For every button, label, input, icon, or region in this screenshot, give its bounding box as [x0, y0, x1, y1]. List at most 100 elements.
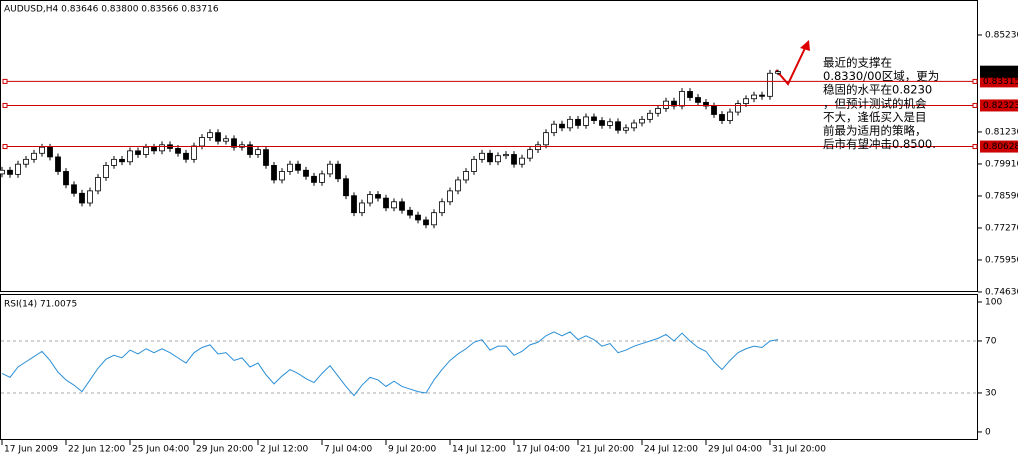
candle-body [439, 201, 445, 214]
candle-body [535, 144, 541, 151]
candle-body [263, 149, 269, 166]
candle-body [207, 132, 213, 138]
candle-body [639, 118, 645, 124]
annotation-line: 不大，逢低买入是目 [823, 110, 927, 124]
candle-body [79, 192, 85, 204]
candle-body [767, 72, 773, 97]
candle-body [575, 118, 581, 126]
level-handle [2, 78, 8, 84]
candle-body [431, 212, 437, 226]
x-tick-label: 31 Jul 20:00 [772, 445, 826, 455]
candle-body [199, 137, 205, 147]
rsi-panel-frame [0, 294, 978, 440]
x-tick-label: 9 Jul 20:00 [388, 445, 437, 455]
candle-body [47, 146, 53, 158]
candle-body [111, 158, 117, 166]
candle-body [215, 132, 221, 142]
annotation-line: 前最为适用的策略， [823, 124, 927, 138]
candle-body [759, 94, 765, 97]
level-handle [972, 144, 978, 150]
candle-body [719, 114, 725, 121]
candle-body [471, 158, 477, 172]
candle-body [623, 127, 629, 131]
candle-body [551, 123, 557, 134]
candle-body [455, 179, 461, 192]
level-label: 0.80628 [983, 142, 1018, 152]
candle-body [519, 157, 525, 165]
level-handle [972, 78, 978, 84]
annotation-line: 后市有望冲击0.8500. [823, 137, 936, 151]
candle-body [463, 171, 469, 181]
candle-body [711, 105, 717, 115]
x-tick-label: 14 Jul 12:00 [452, 445, 506, 455]
level-label-box [980, 75, 1018, 88]
candle-body [39, 146, 45, 154]
candle-body [447, 190, 453, 203]
annotation-line: 最近的支撑在 [823, 56, 892, 70]
x-tick-label: 7 Jul 04:00 [324, 445, 373, 455]
annotation-line: 0.8330/00区域，更为 [823, 69, 939, 83]
rsi-line [1, 331, 779, 397]
y-tick-label: 0 [985, 427, 991, 437]
candle-body [287, 163, 293, 172]
candle-body [119, 158, 125, 163]
candle-body [159, 144, 165, 152]
candle-body [71, 184, 77, 194]
current-price-label: 0.83716 [983, 67, 1018, 77]
candle-body [343, 178, 349, 197]
x-tick-label: 17 Jul 04:00 [516, 445, 570, 455]
candle-body [23, 158, 29, 165]
price-title: AUDUSD,H4 0.83646 0.83800 0.83566 0.8371… [4, 5, 219, 15]
candle-body [295, 163, 301, 171]
level-label-box [980, 99, 1018, 112]
candle-body [607, 121, 613, 126]
candle-body [247, 144, 253, 155]
y-tick-label: 100 [985, 297, 1002, 307]
candle-body [599, 120, 605, 126]
candle-body [15, 163, 21, 175]
candle-body [239, 144, 245, 148]
candle-body [55, 156, 61, 172]
x-tick-label: 24 Jul 12:00 [644, 445, 698, 455]
candle-body [63, 171, 69, 186]
candle-body [415, 214, 421, 221]
candle-body [255, 149, 261, 155]
level-label: 0.82323 [983, 101, 1018, 111]
y-tick-label: 30 [985, 388, 997, 398]
candle-body [407, 209, 413, 216]
candle-body [327, 163, 333, 175]
candle-body [559, 123, 565, 129]
candle-body [647, 112, 653, 120]
candle-body [95, 177, 101, 192]
level-label: 0.83315 [983, 77, 1018, 87]
candle-body [671, 100, 677, 107]
x-tick-label: 17 Jun 2009 [4, 445, 58, 455]
candle-body [655, 108, 661, 114]
candle-body [303, 169, 309, 177]
candle-body [503, 154, 509, 157]
candle-body [703, 101, 709, 107]
x-tick-label: 21 Jul 20:00 [580, 445, 634, 455]
candle-body [335, 163, 341, 180]
candle-body [191, 145, 197, 160]
candle-body [591, 116, 597, 121]
candle-body [359, 202, 365, 214]
candle-body [663, 100, 669, 109]
candle-body [775, 71, 781, 74]
x-tick-label: 2 Jul 12:00 [260, 445, 309, 455]
candle-body [495, 155, 501, 163]
annotation-line: 稳固的水平在0.8230 [823, 83, 932, 97]
candle-body [271, 165, 277, 181]
candle-body [487, 152, 493, 163]
candle-body [511, 154, 517, 165]
level-handle [972, 102, 978, 108]
candle-body [423, 219, 429, 226]
